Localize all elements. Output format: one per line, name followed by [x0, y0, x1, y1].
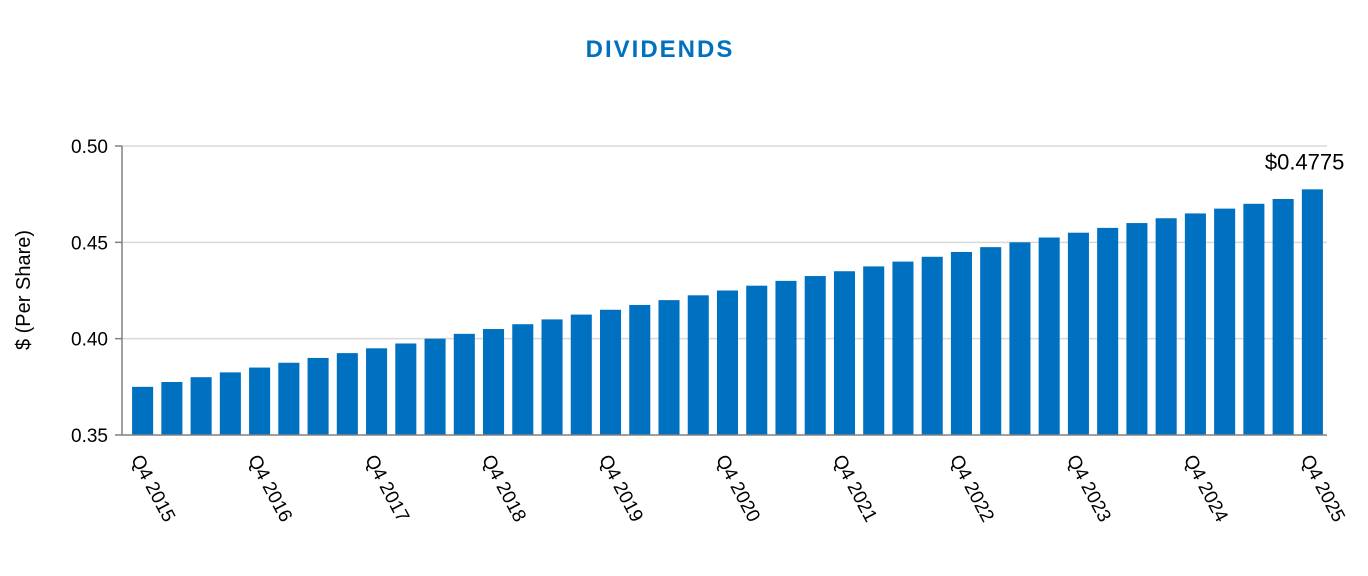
bar	[1126, 223, 1148, 435]
bar	[1067, 232, 1089, 435]
bar	[863, 266, 885, 435]
y-tick-labels: 0.35 0.40 0.45 0.50	[71, 137, 122, 447]
bar	[395, 343, 417, 435]
bars	[132, 189, 1323, 435]
bar	[1184, 213, 1206, 435]
x-tick-labels: Q4 2015 Q4 2016 Q4 2017 Q4 2018 Q4 2019 Q4 20…	[126, 451, 1349, 526]
bar	[1301, 189, 1323, 435]
bar	[658, 300, 680, 435]
bar	[980, 247, 1002, 435]
x-tick-label: Q4 2021	[828, 451, 881, 525]
bar	[483, 329, 505, 435]
bar	[1272, 198, 1294, 435]
axes	[121, 146, 1327, 436]
bar	[1038, 237, 1060, 435]
x-tick-label: Q4 2022	[945, 451, 998, 525]
y-tick-label: 0.40	[71, 330, 108, 351]
bar	[1097, 227, 1119, 435]
bar	[716, 290, 739, 435]
x-tick-label: Q4 2019	[594, 451, 647, 525]
bar	[1155, 218, 1177, 435]
y-tick-label: 0.45	[71, 233, 108, 254]
bar	[219, 372, 241, 435]
bar	[1214, 208, 1236, 435]
chart-title: DIVIDENDS	[585, 36, 735, 63]
bar	[599, 309, 622, 435]
bar	[629, 304, 651, 435]
bar	[278, 362, 300, 435]
bar	[775, 280, 797, 435]
last-value-annotation: $0.4775	[1265, 149, 1345, 174]
bar	[921, 256, 943, 435]
bar	[950, 251, 972, 435]
y-tick-label: 0.50	[71, 137, 108, 158]
x-tick-label: Q4 2025	[1296, 451, 1349, 525]
bar	[336, 353, 358, 435]
bar	[687, 295, 709, 435]
bar	[366, 348, 388, 435]
bar	[190, 377, 212, 435]
x-tick-label: Q4 2018	[477, 451, 530, 525]
bar	[161, 382, 183, 435]
bar	[541, 319, 563, 435]
y-tick-label: 0.35	[71, 426, 108, 447]
bar	[804, 276, 826, 435]
bar	[424, 338, 446, 435]
y-axis-label: $ (Per Share)	[13, 230, 35, 350]
bar	[249, 367, 271, 435]
bar	[570, 314, 592, 435]
bar	[453, 333, 475, 435]
x-tick-label: Q4 2020	[711, 451, 764, 525]
bar	[746, 285, 768, 435]
x-tick-label: Q4 2015	[126, 451, 179, 525]
bar	[132, 386, 154, 435]
bar	[1243, 203, 1265, 435]
bar	[1009, 242, 1031, 435]
bar	[892, 261, 914, 435]
bar	[512, 324, 534, 435]
bar	[833, 271, 856, 435]
x-tick-label: Q4 2016	[243, 451, 296, 525]
bar	[307, 357, 329, 435]
x-tick-label: Q4 2023	[1062, 451, 1115, 525]
x-tick-label: Q4 2024	[1179, 451, 1232, 526]
x-tick-label: Q4 2017	[360, 451, 413, 525]
